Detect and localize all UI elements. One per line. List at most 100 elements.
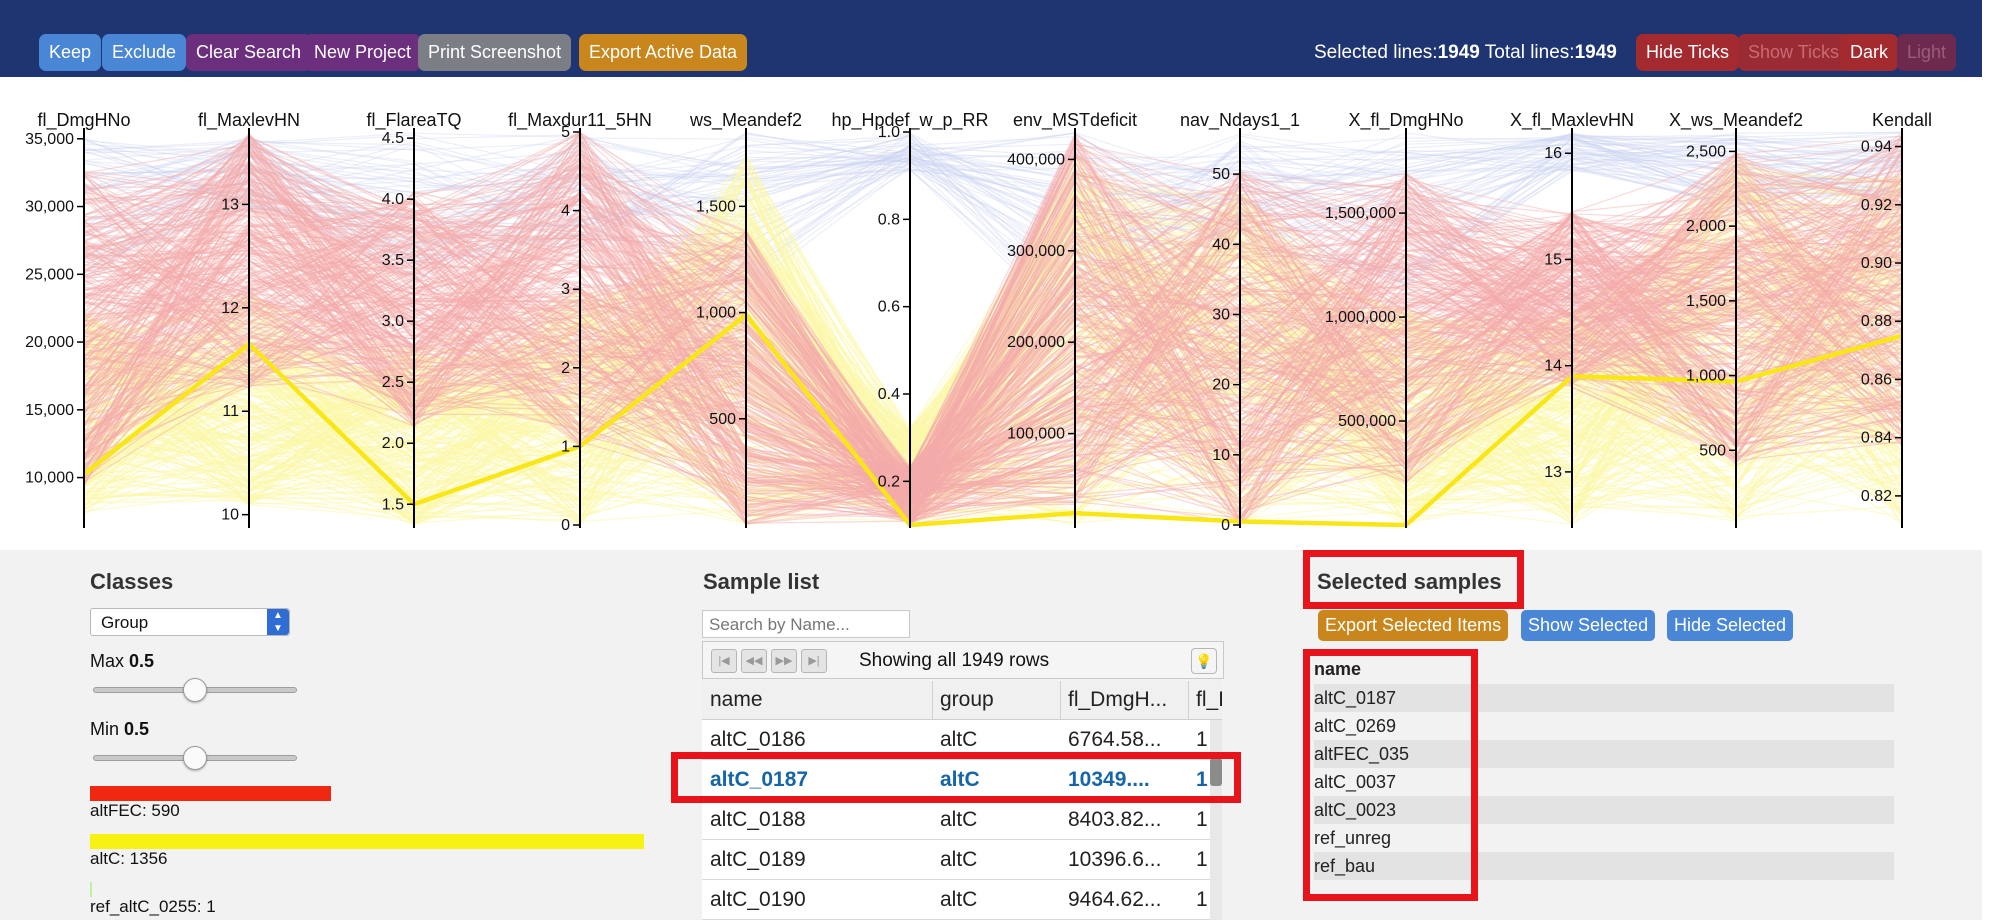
table-row-selected[interactable]: altC_0187 altC 10349.... 1 — [702, 760, 1222, 800]
sample-line — [83, 134, 1903, 204]
axis-tick-label: 4 — [561, 203, 570, 220]
class-bar-ref-altc-0255[interactable] — [90, 882, 92, 897]
sample-line — [83, 182, 1903, 499]
sample-line — [83, 169, 1903, 519]
axis-env_MSTdeficit: env_MSTdeficit 400,000 300,000 200,000 100,0… — [1007, 110, 1137, 528]
sample-search-input[interactable]: Search by Name... — [702, 610, 910, 638]
sample-line — [83, 186, 1903, 506]
sample-line — [83, 135, 1903, 512]
sample-line — [83, 164, 1903, 500]
sample-line — [83, 132, 1903, 281]
class-group-select-value: Group — [101, 613, 149, 632]
sample-line — [83, 139, 1903, 308]
right-margin — [1982, 0, 2000, 920]
sample-line — [83, 171, 1903, 477]
sample-line — [83, 133, 1903, 232]
first-page-icon[interactable]: |◀ — [711, 649, 737, 673]
sample-line — [83, 343, 1903, 503]
selected-lines-label: Selected lines: — [1314, 42, 1438, 63]
sample-line — [83, 203, 1903, 512]
sample-line — [83, 172, 1903, 474]
max-slider-knob[interactable] — [183, 678, 207, 702]
hide-ticks-button[interactable]: Hide Ticks — [1636, 34, 1740, 71]
sample-line — [83, 158, 1903, 509]
next-page-icon[interactable]: ▶▶ — [771, 649, 797, 673]
sample-line — [83, 181, 1903, 524]
last-page-icon[interactable]: ▶| — [801, 649, 827, 673]
show-ticks-button[interactable]: Show Ticks — [1738, 34, 1850, 71]
axis-title: X_fl_DmgHNo — [1348, 110, 1463, 131]
sample-line — [83, 190, 1903, 496]
sample-line — [83, 159, 1903, 516]
sample-line — [83, 229, 1903, 519]
cell-group: altC — [940, 888, 978, 911]
table-row[interactable]: altC_0190 altC 9464.62... 1 — [702, 880, 1222, 920]
column-header-name[interactable]: name — [710, 688, 763, 711]
cell-fl-i: 1 — [1196, 728, 1208, 751]
export-active-data-button[interactable]: Export Active Data — [579, 34, 748, 71]
sample-line — [83, 170, 1903, 469]
column-header-fl-i[interactable]: fl_I — [1196, 688, 1222, 711]
prev-page-icon[interactable]: ◀◀ — [741, 649, 767, 673]
table-row[interactable]: altC_0188 altC 8403.82... 1 — [702, 800, 1222, 840]
grid-scrollbar[interactable] — [1210, 720, 1222, 920]
axis-tick-label: 50 — [1212, 166, 1230, 183]
sample-line — [83, 149, 1903, 330]
selected-item[interactable]: altC_0023 — [1314, 796, 1894, 824]
axis-title: hp_Hpdef_w_p_RR — [831, 110, 988, 131]
new-project-button[interactable]: New Project — [304, 34, 422, 71]
sample-line — [83, 131, 1903, 259]
sample-line — [83, 132, 1903, 519]
selected-item[interactable]: altFEC_035 — [1314, 740, 1894, 768]
sample-line — [83, 181, 1903, 521]
hide-selected-button[interactable]: Hide Selected — [1667, 610, 1794, 641]
selected-item[interactable]: altC_0037 — [1314, 772, 1397, 792]
sample-line — [83, 170, 1903, 499]
class-bar-altc[interactable] — [90, 834, 644, 849]
axis-tick-label: 14 — [1544, 358, 1562, 375]
axis-tick-label: 11 — [222, 403, 239, 420]
sample-line — [83, 142, 1903, 503]
selected-item[interactable]: altC_0187 — [1314, 684, 1894, 712]
show-selected-button[interactable]: Show Selected — [1521, 610, 1656, 641]
axis-title: fl_MaxlevHN — [198, 110, 300, 131]
cell-fl-i: 1 — [1196, 848, 1208, 871]
selected-item[interactable]: ref_bau — [1314, 852, 1894, 880]
dark-theme-button[interactable]: Dark — [1840, 34, 1899, 71]
sample-line — [83, 161, 1903, 472]
parallel-coordinates-plot[interactable]: fl_DmgHNo 35,000 30,000 25,000 20,000 15,000 1… — [0, 77, 1982, 550]
sample-line — [83, 182, 1903, 513]
class-group-select[interactable]: Group ▲ ▼ — [90, 608, 290, 636]
sample-line — [83, 224, 1903, 520]
sample-line — [83, 150, 1903, 493]
lightbulb-icon[interactable]: 💡 — [1191, 648, 1217, 674]
keep-button[interactable]: Keep — [39, 34, 102, 71]
axis-tick-label: 0.82 — [1861, 488, 1892, 505]
selected-item[interactable]: altC_0269 — [1314, 716, 1397, 736]
axis-tick-label: 20 — [1212, 377, 1230, 394]
exclude-button[interactable]: Exclude — [102, 34, 187, 71]
column-header-group[interactable]: group — [940, 688, 994, 711]
min-slider-knob[interactable] — [183, 746, 207, 770]
grid-scrollbar-thumb[interactable] — [1210, 758, 1222, 786]
sample-line — [83, 143, 1903, 515]
cell-group: altC — [940, 808, 978, 831]
cell-fl-dmgh: 8403.82... — [1068, 808, 1162, 831]
column-header-fl-dmgh[interactable]: fl_DmgH... — [1068, 688, 1168, 711]
sample-line — [83, 170, 1903, 476]
light-theme-button[interactable]: Light — [1897, 34, 1957, 71]
cell-fl-dmgh: 6764.58... — [1068, 728, 1162, 751]
axis-title: fl_DmgHNo — [37, 110, 130, 131]
export-selected-items-button[interactable]: Export Selected Items — [1318, 610, 1509, 641]
axis-tick-label: 0 — [561, 517, 570, 534]
sample-line — [83, 156, 1903, 493]
selected-item[interactable]: ref_unreg — [1314, 828, 1392, 848]
clear-search-button[interactable]: Clear Search — [186, 34, 312, 71]
class-bar-altfec[interactable] — [90, 786, 331, 801]
table-row[interactable]: altC_0189 altC 10396.6... 1 — [702, 840, 1222, 880]
sample-line — [83, 150, 1903, 220]
sample-line — [83, 134, 1903, 319]
print-screenshot-button[interactable]: Print Screenshot — [418, 34, 572, 71]
